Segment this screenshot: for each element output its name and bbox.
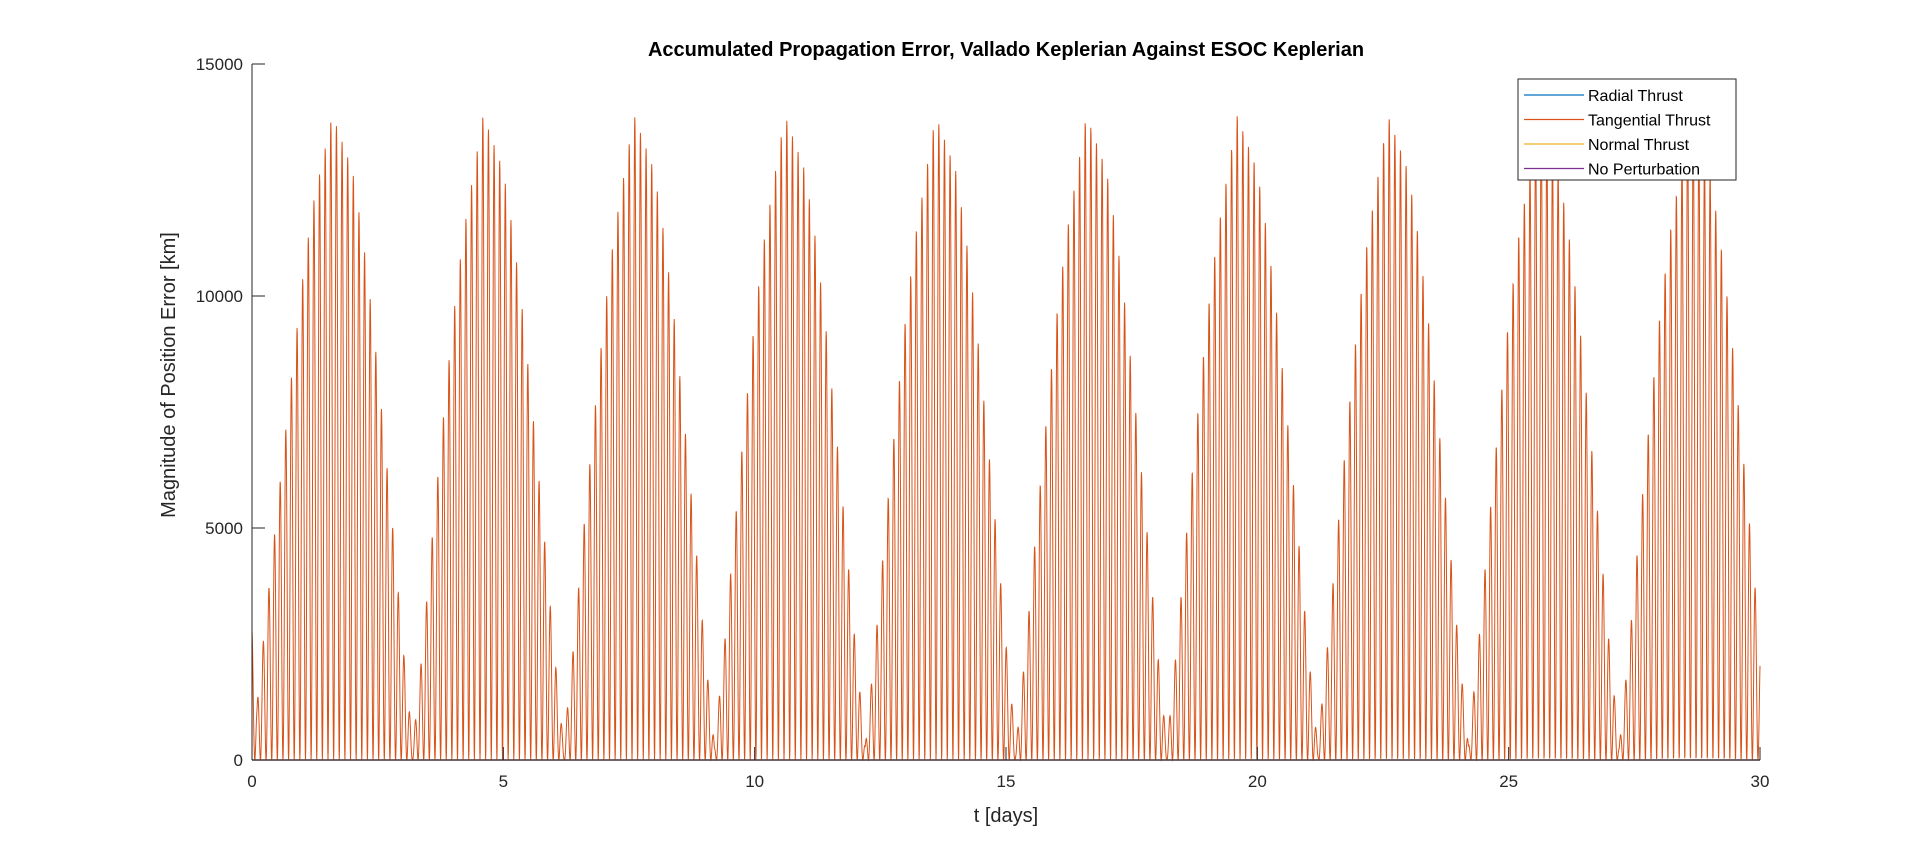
axes: 0 5 10 15 20 25 30 0 5000 10000 15000: [196, 55, 1770, 791]
x-tick-label: 15: [997, 772, 1016, 791]
y-tick-label: 0: [234, 751, 243, 770]
legend-entry: No Perturbation: [1588, 162, 1700, 179]
y-tick-label: 15000: [196, 55, 243, 74]
chart-title: Accumulated Propagation Error, Vallado K…: [648, 39, 1364, 61]
plot-area: [251, 116, 1761, 762]
series-line-tangential-thrust: [251, 116, 1761, 762]
x-tick-label: 30: [1751, 772, 1770, 791]
y-axis-title: Magnitude of Position Error [km]: [158, 232, 180, 518]
legend: Radial Thrust Tangential Thrust Normal Thr…: [1517, 78, 1737, 181]
x-tick-label: 10: [745, 772, 764, 791]
x-tick-label: 25: [1499, 772, 1518, 791]
x-axis-title: t [days]: [974, 805, 1038, 827]
legend-box: [1517, 78, 1737, 181]
x-tick-label: 5: [499, 772, 508, 791]
x-tick-label: 0: [247, 772, 256, 791]
legend-entry: Radial Thrust: [1588, 88, 1683, 105]
y-tick-label: 10000: [196, 287, 243, 306]
legend-entry: Normal Thrust: [1588, 137, 1690, 154]
x-tick-label: 20: [1248, 772, 1267, 791]
y-tick-label: 5000: [205, 519, 243, 538]
legend-entry: Tangential Thrust: [1588, 113, 1711, 130]
